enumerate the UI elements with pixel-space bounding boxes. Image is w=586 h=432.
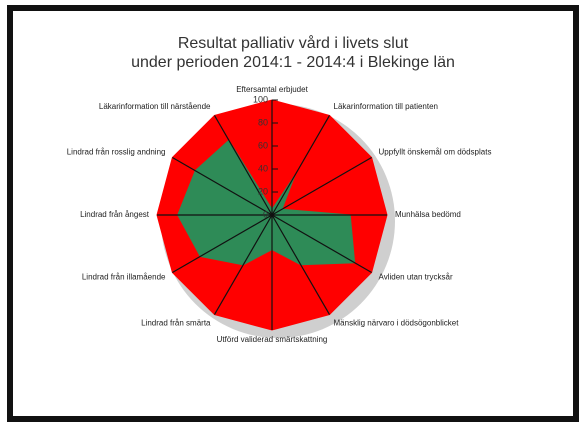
category-label: Lindrad från ångest: [80, 210, 150, 219]
category-label: Lindrad från rosslig andning: [67, 148, 166, 157]
y-tick-label: 60: [258, 140, 268, 150]
axis-line: [271, 156, 372, 216]
category-label: Utförd validerad smärtskattning: [217, 335, 328, 344]
category-label: Eftersamtal erbjudet: [236, 85, 308, 94]
axis-line: [271, 115, 331, 216]
axis-line: [213, 214, 273, 315]
axis-line: [213, 115, 273, 216]
category-label: Lindrad från smärta: [141, 318, 211, 327]
y-tick-label: 100: [253, 94, 268, 104]
category-label: Avliden utan trycksår: [379, 273, 453, 282]
y-tick-label: 40: [258, 163, 268, 173]
axis-line: [271, 214, 331, 315]
y-tick-label: 20: [258, 186, 268, 196]
category-label: Uppfyllt önskemål om dödsplats: [379, 148, 492, 157]
chart-subtitle: under perioden 2014:1 - 2014:4 i Bleking…: [131, 54, 455, 71]
category-label: Mänsklig närvaro i dödsögonblicket: [334, 318, 460, 327]
category-label: Läkarinformation till patienten: [334, 102, 439, 111]
axis-line: [172, 214, 273, 274]
category-label: Läkarinformation till närstående: [99, 102, 211, 111]
y-tick-label: 80: [258, 117, 268, 127]
axis-line: [271, 214, 372, 274]
axis-line: [172, 156, 273, 216]
y-tick-label: 0: [263, 209, 268, 219]
category-label: Lindrad från illamående: [82, 273, 166, 282]
category-label: Munhälsa bedömd: [395, 210, 461, 219]
chart-title: Resultat palliativ vård i livets slut: [178, 34, 409, 52]
